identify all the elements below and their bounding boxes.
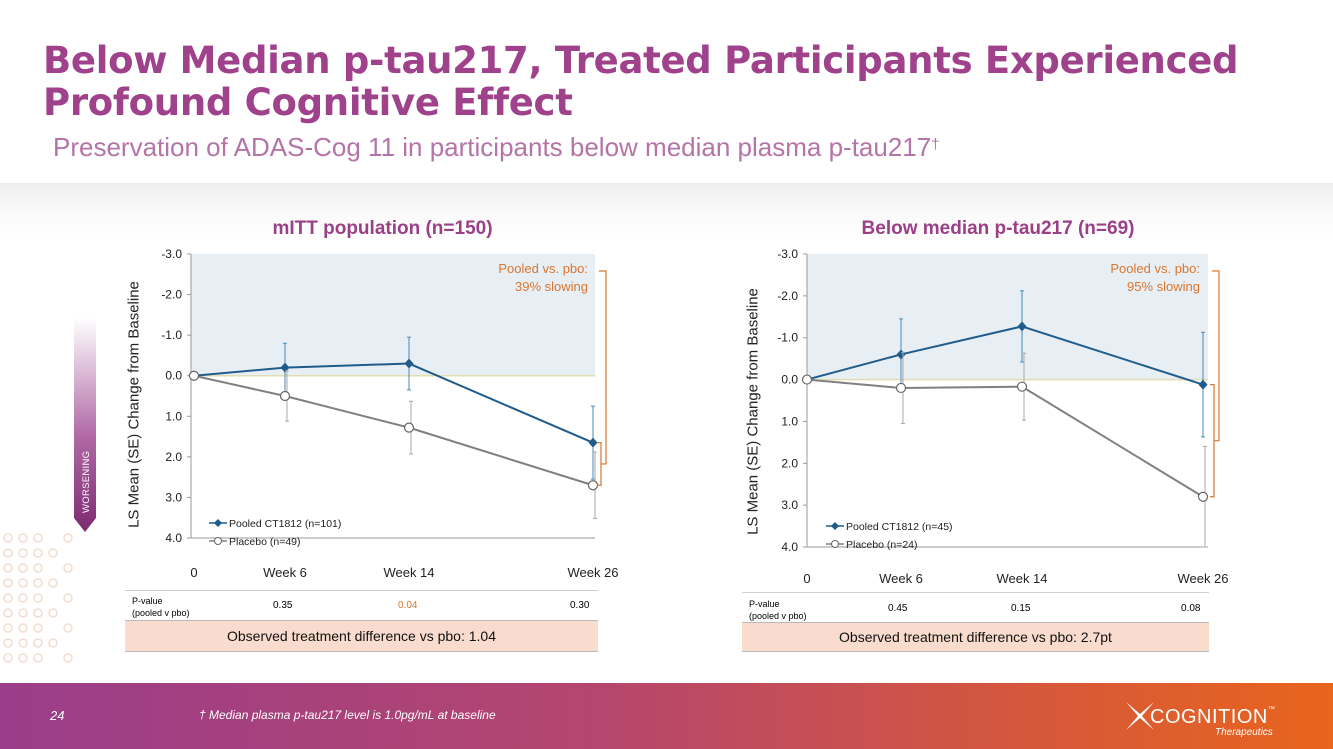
y-tick-label: 0.0 xyxy=(165,369,182,383)
y-tick-label: 4.0 xyxy=(781,540,798,554)
chart-below-median: -3.0 -2.0 -1.0 0.0 1.0 2.0 3.0 4.0 0 Week 6 Week 1… xyxy=(777,247,1228,586)
difference-bracket xyxy=(597,442,602,486)
treated-point xyxy=(1017,321,1027,332)
y-tick-label: -3.0 xyxy=(777,247,798,261)
placebo-point xyxy=(188,370,200,381)
page-subtitle: Preservation of ADAS-Cog 11 in participa… xyxy=(53,130,940,164)
x-tick-label: 0 xyxy=(190,565,197,580)
y-tick-label: 3.0 xyxy=(781,498,798,512)
legend-marker-treated xyxy=(214,519,222,527)
legend-marker-treated xyxy=(831,522,839,530)
series-line-treated xyxy=(806,325,1204,386)
worsening-arrow: WORSENING xyxy=(74,318,96,532)
annotation-line1: Pooled vs. pbo: xyxy=(1110,261,1200,276)
pvalue-week14-below-median: 0.15 xyxy=(1011,603,1031,614)
treated-point xyxy=(588,437,598,448)
x-tick-label: Week 26 xyxy=(1177,571,1228,586)
logo-subtitle: Therapeutics xyxy=(1215,727,1273,738)
logo-trademark: ™ xyxy=(1267,706,1276,713)
legend-marker-placebo xyxy=(831,540,839,548)
x-tick-label: Week 6 xyxy=(263,565,307,580)
x-tick-label: Week 26 xyxy=(567,565,618,580)
pvalue-week26-below-median: 0.08 xyxy=(1181,603,1201,614)
legend-label: Placebo (n=49) xyxy=(229,536,301,548)
worsening-label: WORSENING xyxy=(81,451,92,513)
page-title: Below Median p-tau217, Treated Participa… xyxy=(43,39,1239,124)
series-line-placebo xyxy=(806,378,1204,498)
placebo-point xyxy=(1016,381,1028,392)
annotation-connector xyxy=(1212,270,1220,442)
treated-point xyxy=(1198,379,1208,390)
chart-title-mitt: mITT population (n=150) xyxy=(272,218,493,239)
x-tick-label: Week 14 xyxy=(383,565,434,580)
y-tick-label: -1.0 xyxy=(777,331,798,345)
annotation-line1: Pooled vs. pbo: xyxy=(498,261,588,276)
pvalue-label-line1: P-value xyxy=(132,596,163,606)
pvalue-label-line2: (pooled v pbo) xyxy=(132,608,190,618)
placebo-point xyxy=(279,390,291,402)
y-tick-label: 1.0 xyxy=(165,409,182,423)
placebo-point xyxy=(801,374,813,385)
y-tick-label: 0.0 xyxy=(781,373,798,387)
series-line-placebo xyxy=(193,374,594,487)
y-tick-label: 4.0 xyxy=(165,531,182,545)
x-tick-label: Week 6 xyxy=(879,571,923,586)
annotation-line2: 95% slowing xyxy=(1127,279,1200,294)
treatment-difference-mitt: Observed treatment difference vs pbo: 1.… xyxy=(125,620,598,652)
legend-label: Placebo (n=24) xyxy=(846,539,918,551)
x-tick-label: Week 14 xyxy=(996,571,1047,586)
y-tick-label: -2.0 xyxy=(161,288,182,302)
difference-bracket xyxy=(1210,383,1215,498)
legend-label: Pooled CT1812 (n=101) xyxy=(229,518,341,530)
placebo-point xyxy=(403,422,415,433)
treated-point xyxy=(404,358,414,369)
logo-text: COGNITION xyxy=(1150,706,1268,728)
pvalue-top-divider-2 xyxy=(742,592,1209,593)
treated-point xyxy=(280,362,290,373)
series-line-treated xyxy=(193,362,594,444)
legend-marker-placebo xyxy=(214,537,222,545)
improvement-region xyxy=(807,254,1208,380)
annotation-connector xyxy=(599,270,607,465)
pvalue-label-mitt: P-value (pooled v pbo) xyxy=(132,595,190,619)
logo-wordmark: COGNITION™ xyxy=(1150,706,1275,729)
placebo-point xyxy=(587,480,599,491)
chart-mitt: -3.0 -2.0 -1.0 0.0 1.0 2.0 3.0 4.0 0 Week 6 Week 1… xyxy=(161,247,618,580)
pvalue-label-below-median: P-value (pooled v pbo) xyxy=(749,598,807,622)
y-tick-label: 2.0 xyxy=(165,450,182,464)
y-tick-label: -1.0 xyxy=(161,328,182,342)
subtitle-footnote-mark: † xyxy=(931,136,940,153)
subtitle-text: Preservation of ADAS-Cog 11 in participa… xyxy=(53,132,932,162)
y-tick-label: 3.0 xyxy=(165,490,182,504)
pvalue-label-line1-2: P-value xyxy=(749,599,780,609)
pvalue-week6-mitt: 0.35 xyxy=(273,600,293,611)
cognition-x-logo-icon xyxy=(1126,702,1154,730)
y-tick-label: -3.0 xyxy=(161,247,182,261)
y-tick-label: -2.0 xyxy=(777,289,798,303)
pvalue-week6-below-median: 0.45 xyxy=(888,603,908,614)
improvement-region xyxy=(191,254,595,376)
placebo-point xyxy=(895,382,907,394)
annotation-line2: 39% slowing xyxy=(515,279,588,294)
placebo-point xyxy=(1197,491,1209,502)
chart-title-below-median: Below median p-tau217 (n=69) xyxy=(861,218,1135,239)
footer-bar xyxy=(0,683,1333,749)
pvalue-week14-mitt: 0.04 xyxy=(398,600,418,611)
legend-label: Pooled CT1812 (n=45) xyxy=(846,521,953,533)
y-tick-label: 1.0 xyxy=(781,414,798,428)
decorative-dots xyxy=(3,533,73,663)
footnote: † Median plasma p-tau217 level is 1.0pg/… xyxy=(199,708,496,722)
pvalue-top-divider xyxy=(125,590,598,591)
x-tick-label: 0 xyxy=(803,571,810,586)
pvalue-label-line2-2: (pooled v pbo) xyxy=(749,611,807,621)
pvalue-week26-mitt: 0.30 xyxy=(570,600,590,611)
page-number: 24 xyxy=(50,708,65,723)
treatment-difference-below-median: Observed treatment difference vs pbo: 2.… xyxy=(742,622,1209,652)
y-tick-label: 2.0 xyxy=(781,456,798,470)
